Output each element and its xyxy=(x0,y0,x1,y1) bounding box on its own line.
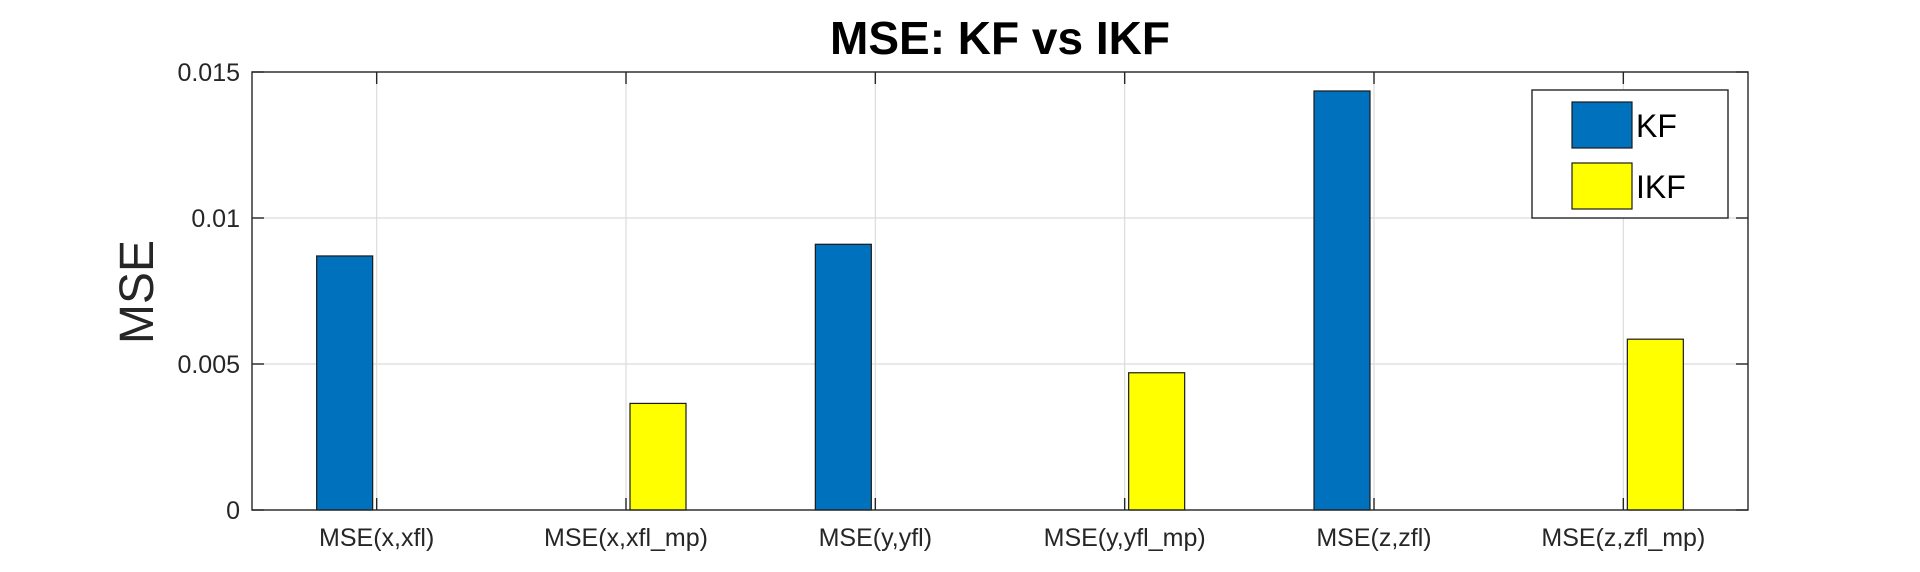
bar-ikf-5 xyxy=(1626,338,1684,511)
y-tick-label-3: 0.015 xyxy=(177,59,240,87)
bar-kf-2 xyxy=(814,243,872,511)
x-tick-label-4: MSE(z,zfl) xyxy=(1316,524,1431,552)
legend: KF IKF xyxy=(1531,89,1729,219)
legend-label-kf: KF xyxy=(1636,108,1677,144)
x-tick-label-0: MSE(x,xfl) xyxy=(319,524,434,552)
x-tick-label-1: MSE(x,xfl_mp) xyxy=(544,524,708,552)
legend-swatch-kf xyxy=(1571,101,1633,149)
legend-swatch-ikf xyxy=(1571,162,1633,210)
chart-title: MSE: KF vs IKF xyxy=(830,12,1170,64)
x-tick-label-5: MSE(z,zfl_mp) xyxy=(1541,524,1705,552)
y-tick-label-0: 0 xyxy=(226,497,240,525)
x-tick-label-2: MSE(y,yfl) xyxy=(819,524,932,552)
bar-kf-4 xyxy=(1313,90,1371,511)
y-tick-label-2: 0.01 xyxy=(191,205,240,233)
bars xyxy=(316,90,1684,511)
x-tick-label-3: MSE(y,yfl_mp) xyxy=(1044,524,1206,552)
axis-ticks: 0 0.005 0.01 0.015 MSE(x,xfl) MSE(x,xfl_mp) MS… xyxy=(177,59,1748,552)
y-tick-label-1: 0.005 xyxy=(177,351,240,379)
grid-lines xyxy=(252,71,1748,511)
bar-ikf-1 xyxy=(629,402,687,511)
bar-kf-0 xyxy=(316,255,374,511)
bar-ikf-3 xyxy=(1128,372,1186,511)
plot-area xyxy=(251,71,1749,511)
legend-label-ikf: IKF xyxy=(1636,169,1686,205)
y-axis-label: MSE xyxy=(111,240,164,344)
